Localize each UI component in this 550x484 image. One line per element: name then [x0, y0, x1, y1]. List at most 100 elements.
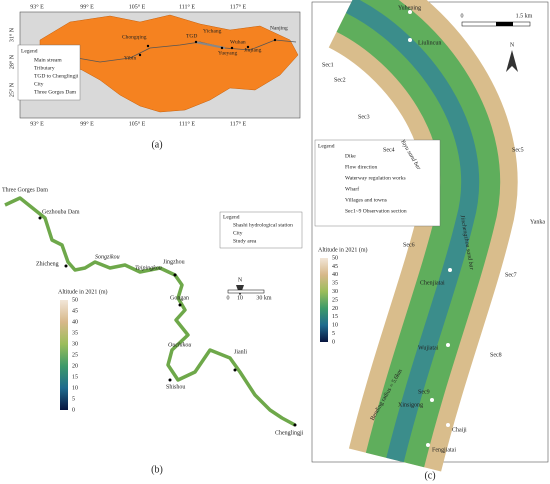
- section-label: Sec3: [358, 114, 370, 120]
- legend-item: Tributary: [34, 65, 55, 71]
- place-label: Shishou: [166, 384, 185, 390]
- legend-item: TGD to Chenglingji: [34, 73, 79, 79]
- section-label: Sec1: [322, 62, 334, 68]
- altitude-tick: 25: [72, 352, 78, 358]
- place-marker: [446, 343, 450, 347]
- lon-label: 105° E: [129, 3, 146, 10]
- legend-item: Sec1~9 Observation section: [345, 208, 407, 214]
- place-marker: [220, 46, 224, 50]
- altitude-tick: 0: [72, 407, 75, 413]
- place-label: Jianli: [234, 349, 247, 355]
- place-marker: [173, 273, 177, 277]
- place-label: Three Gorges Dam: [2, 187, 48, 193]
- place-marker: [168, 378, 172, 382]
- lon-label: 105° E: [129, 120, 146, 127]
- scale-bar: [227, 289, 265, 294]
- place-marker: [446, 423, 450, 427]
- place-marker: [138, 53, 142, 57]
- place-marker: [426, 443, 430, 447]
- north-label: N: [510, 42, 515, 48]
- section-label: Sec9: [418, 389, 430, 395]
- altitude-tick: 45: [72, 308, 78, 314]
- place-marker: [233, 368, 237, 372]
- altitude-tick: 50: [72, 297, 78, 303]
- place-marker: [408, 10, 412, 14]
- place-marker: [293, 423, 297, 427]
- lon-label: 93° E: [30, 3, 44, 10]
- lat-label: 31° N: [8, 27, 15, 42]
- scale-label: 0: [227, 295, 230, 301]
- caption: (b): [151, 464, 163, 475]
- scale-label: 30 km: [256, 295, 272, 301]
- city-label: Chongqing: [122, 34, 147, 40]
- altitude-tick: 15: [72, 374, 78, 380]
- place-marker: [64, 264, 68, 268]
- main-stream: [59, 39, 297, 63]
- place-label: Wujiatai: [418, 345, 439, 351]
- legend-box: [314, 139, 441, 227]
- altitude-tick: 10: [332, 323, 338, 329]
- section-label: Sec4: [383, 147, 395, 153]
- legend-item: City: [233, 230, 243, 236]
- lon-label: 99° E: [80, 3, 94, 10]
- lon-label: 117° E: [230, 120, 247, 127]
- city-label: TGD: [186, 33, 197, 39]
- place-label: Chenjiatai: [420, 280, 445, 286]
- altitude-tick: 40: [72, 319, 78, 325]
- altitude-tick: 5: [332, 331, 335, 337]
- panel-c: [311, 0, 549, 472]
- place-marker: [246, 45, 250, 49]
- legend-item: Villages and towns: [345, 197, 387, 203]
- altitude-title: Altitude in 2021 (m): [318, 246, 368, 253]
- lat-label: 25° N: [8, 82, 15, 97]
- caption: (c): [424, 470, 435, 481]
- altitude-tick: 35: [332, 281, 338, 287]
- place-label: Liulincun: [418, 40, 441, 46]
- river-reach: [4, 196, 296, 427]
- place-marker: [194, 40, 198, 44]
- scale-bar: [496, 22, 513, 26]
- place-marker: [430, 398, 434, 402]
- altitude-tick: 45: [332, 264, 338, 270]
- study-reach: [194, 41, 226, 49]
- place-label: Songzikou: [95, 254, 120, 260]
- place-marker: [273, 38, 277, 42]
- section-label: Sec6: [403, 242, 415, 248]
- lon-label: 117° E: [230, 3, 247, 10]
- city-label: Yichang: [203, 28, 222, 34]
- place-label: Ouchikou: [168, 342, 191, 348]
- lon-label: 111° E: [179, 120, 195, 127]
- altitude-tick: 40: [332, 272, 338, 278]
- place-marker: [146, 44, 150, 48]
- legend-item: Shashi hydrological station: [233, 222, 293, 228]
- city-label: Nanjing: [270, 25, 288, 31]
- legend-item: Waterway regulation works: [345, 175, 406, 181]
- panel-b: [4, 196, 303, 427]
- legend-item: Main stream: [34, 57, 62, 63]
- legend-item: Dike: [345, 153, 356, 159]
- altitude-tick: 35: [72, 330, 78, 336]
- thalweg: [345, 0, 480, 463]
- city-label: Wuhan: [230, 39, 246, 45]
- north-label: N: [238, 277, 243, 283]
- place-marker: [408, 38, 412, 42]
- altitude-tick: 15: [332, 314, 338, 320]
- place-label: Gongan: [170, 295, 189, 301]
- legend-item: Three Gorges Dam: [34, 89, 77, 95]
- place-label: Yanka: [530, 219, 545, 225]
- altitude-tick: 5: [72, 396, 75, 402]
- yangtze-basin: [39, 14, 299, 113]
- altitude-ramp: [320, 258, 328, 342]
- section-label: Sec8: [490, 352, 502, 358]
- altitude-tick: 50: [332, 255, 338, 261]
- section-label: Sec5: [512, 147, 524, 153]
- scale-label: 10: [237, 295, 243, 301]
- city-label: Yueyang: [218, 50, 237, 56]
- place-label: Chaiji: [452, 427, 467, 433]
- altitude-tick: 25: [332, 297, 338, 303]
- panel-a: [17, 11, 301, 119]
- scale-label: 0: [461, 13, 464, 19]
- altitude-tick: 20: [72, 363, 78, 369]
- lon-label: 99° E: [80, 120, 94, 127]
- legend-item: City: [34, 81, 44, 87]
